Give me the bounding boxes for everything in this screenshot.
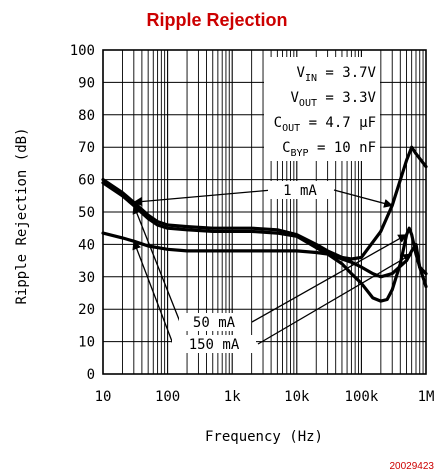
y-tick-labels: 0 10 20 30 40 50 60 70 80 90 100 bbox=[70, 43, 95, 383]
annotation-arrow bbox=[333, 189, 394, 208]
y-tick-label: 10 bbox=[78, 335, 95, 351]
y-tick-label: 90 bbox=[78, 75, 95, 91]
x-tick-label: 10k bbox=[284, 389, 310, 405]
series-50ma-line bbox=[101, 181, 428, 303]
x-tick-label: 100 bbox=[155, 389, 180, 405]
annotation-arrow bbox=[257, 253, 413, 345]
annotation-background bbox=[179, 313, 249, 331]
y-tick-label: 50 bbox=[78, 205, 95, 221]
x-axis-label: Frequency (Hz) bbox=[205, 429, 323, 445]
series-annotations: 1 mA 50 mA 150 mA bbox=[132, 181, 413, 353]
figure-number: 20029423 bbox=[390, 461, 435, 472]
y-tick-label: 100 bbox=[70, 43, 95, 59]
series-150ma-line bbox=[101, 231, 428, 289]
condition-text: COUT = 4.7 μF bbox=[274, 115, 376, 134]
series-1ma-line bbox=[101, 145, 428, 261]
conditions-background bbox=[264, 57, 380, 161]
conditions-box: VIN = 3.7V VOUT = 3.3V COUT = 4.7 μF CBYP =… bbox=[264, 57, 380, 161]
plot-frame bbox=[102, 49, 427, 375]
annotation-label: 1 mA bbox=[283, 183, 317, 199]
y-tick-label: 80 bbox=[78, 108, 95, 124]
condition-text: VOUT = 3.3V bbox=[290, 90, 376, 109]
x-tick-label: 1k bbox=[224, 389, 241, 405]
condition-text: VIN = 3.7V bbox=[297, 65, 377, 84]
annotation-background bbox=[268, 181, 332, 199]
y-tick-label: 40 bbox=[78, 237, 95, 253]
x-tick-label: 1M bbox=[418, 389, 435, 405]
annotation-arrow bbox=[132, 240, 174, 345]
y-tick-label: 20 bbox=[78, 302, 95, 318]
annotation-background bbox=[172, 335, 256, 353]
y-tick-label: 60 bbox=[78, 173, 95, 189]
y-tick-label: 30 bbox=[78, 270, 95, 286]
series-lines bbox=[101, 145, 428, 303]
x-tick-label: 10 bbox=[95, 389, 112, 405]
condition-text: CBYP = 10 nF bbox=[282, 140, 376, 159]
chart-title: Ripple Rejection bbox=[146, 10, 287, 30]
y-tick-label: 70 bbox=[78, 140, 95, 156]
plot-border bbox=[102, 49, 427, 375]
annotation-label: 150 mA bbox=[189, 337, 240, 353]
annotation-label: 50 mA bbox=[193, 315, 236, 331]
annotation-arrow bbox=[132, 204, 181, 323]
x-tick-label: 100k bbox=[345, 389, 379, 405]
annotation-arrow bbox=[251, 234, 408, 323]
annotation-arrow bbox=[132, 189, 273, 207]
y-axis-label: Ripple Rejection (dB) bbox=[14, 127, 30, 304]
x-tick-labels: 10 100 1k 10k 100k 1M bbox=[95, 389, 435, 405]
y-tick-label: 0 bbox=[87, 367, 95, 383]
